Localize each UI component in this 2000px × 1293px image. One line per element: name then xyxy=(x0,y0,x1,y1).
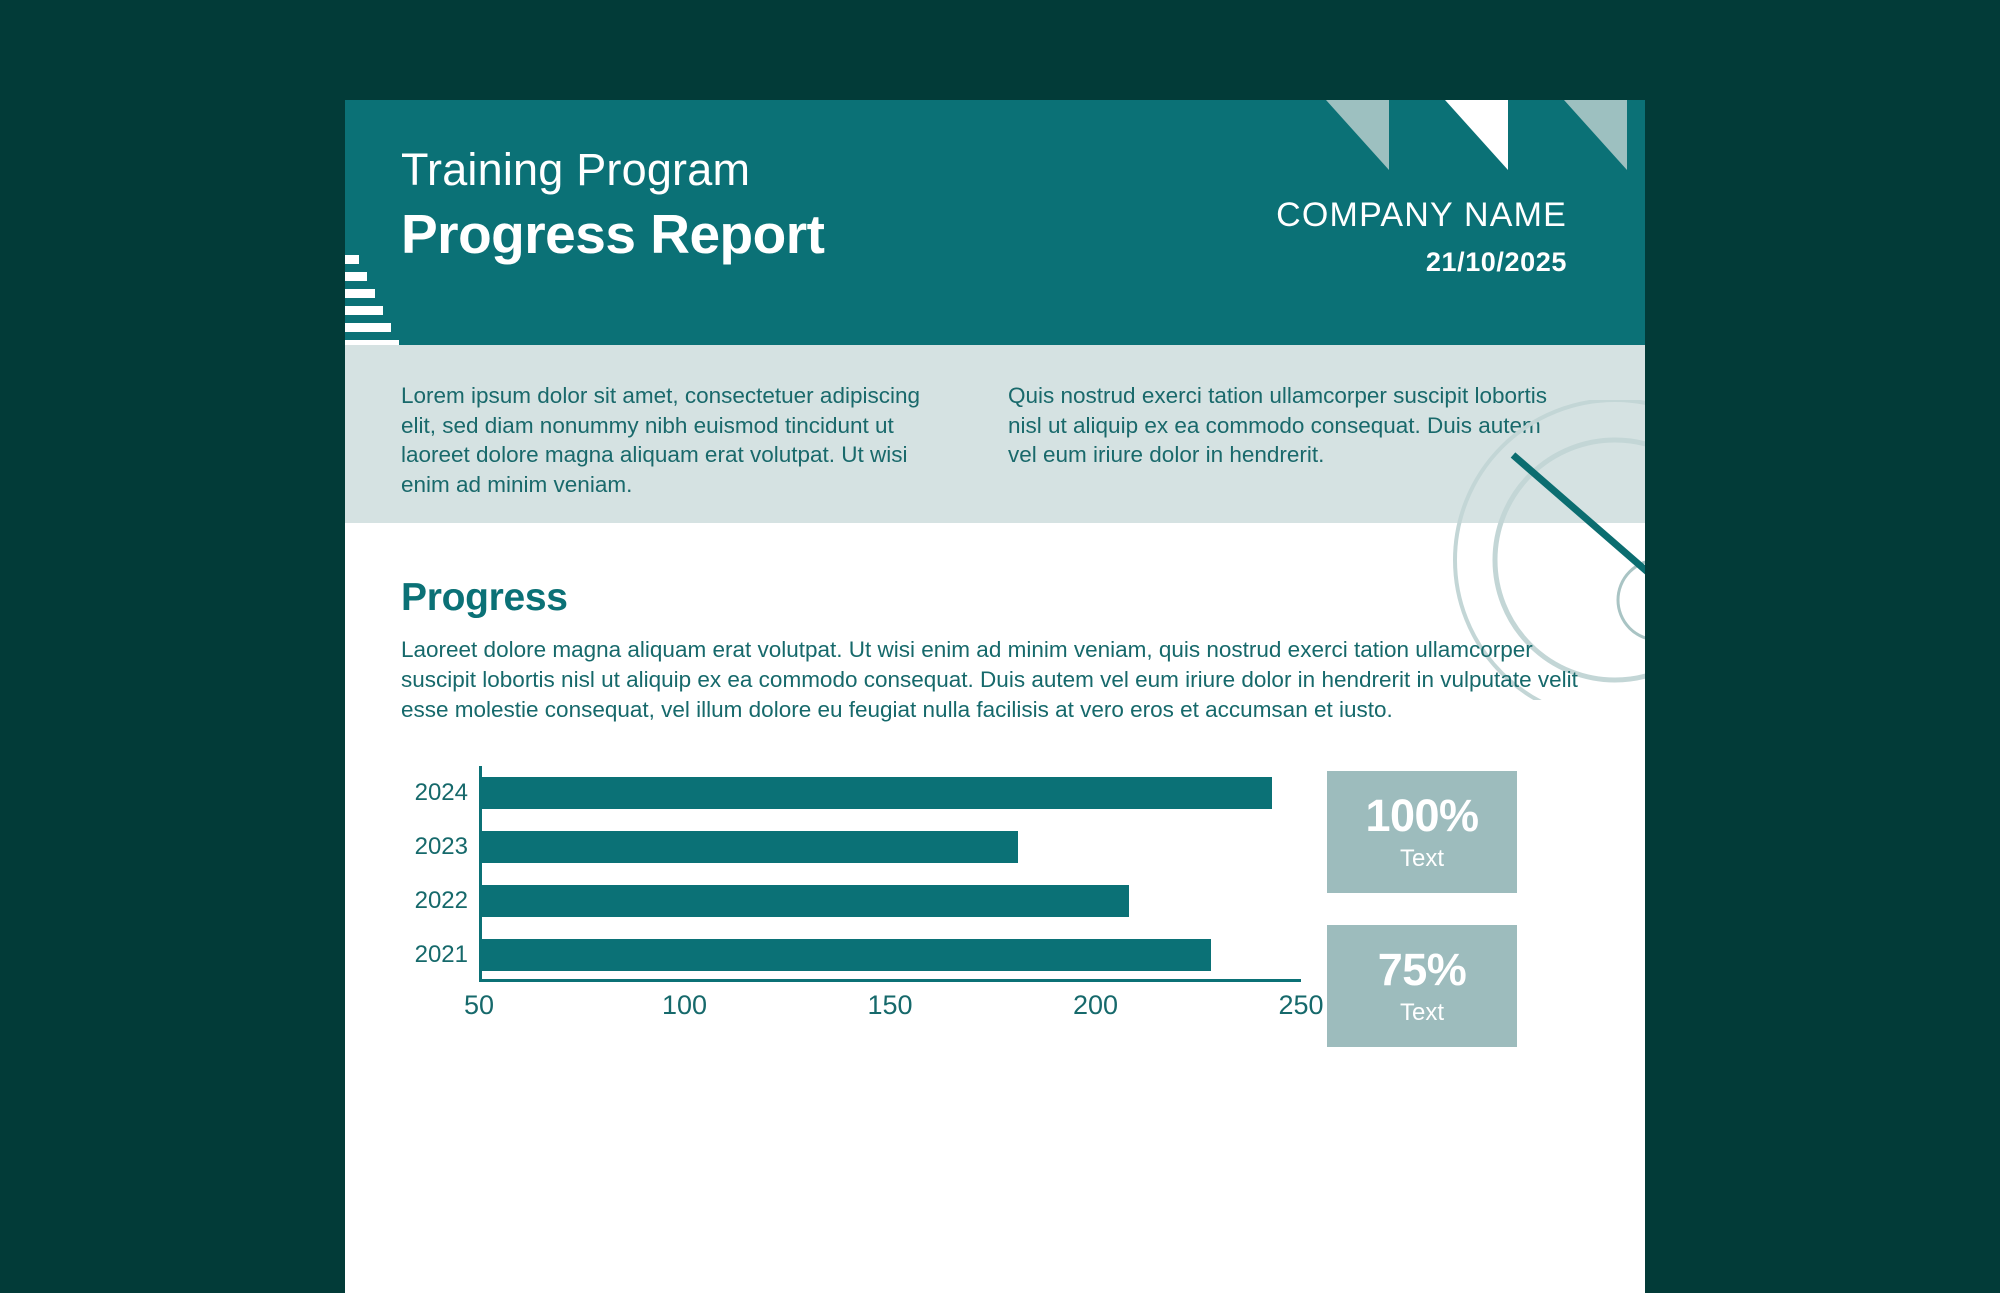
page-title: Progress Report xyxy=(401,203,825,265)
chart-x-tick: 100 xyxy=(661,990,708,1020)
chart-bar-row: 2024 xyxy=(415,777,1273,809)
header-stripe xyxy=(345,306,383,315)
intro-paragraph-left: Lorem ipsum dolor sit amet, consectetuer… xyxy=(401,383,920,498)
chart-bar xyxy=(482,939,1211,971)
chart-category-label: 2023 xyxy=(414,833,468,860)
chart-category-label: 2021 xyxy=(414,941,468,968)
header-triangle-3-icon xyxy=(1564,100,1627,170)
chart-bar-row: 2023 xyxy=(415,831,1019,863)
stat-box-1: 100% Text xyxy=(1327,771,1517,893)
header-stripe xyxy=(345,272,367,281)
chart-plot-area: 2024 2023 2022 2021 50 100 150 200 250 xyxy=(415,766,1324,1020)
report-page: Training Program Progress Report COMPANY… xyxy=(345,100,1645,1293)
intro-band: Lorem ipsum dolor sit amet, consectetuer… xyxy=(345,345,1645,523)
chart-bar xyxy=(482,777,1273,809)
header-triangle-1-icon xyxy=(1326,100,1389,170)
company-name: COMPANY NAME xyxy=(1276,196,1567,234)
header-stripe xyxy=(345,323,391,332)
stat-box-1-value: 100% xyxy=(1365,790,1479,841)
chart-bar xyxy=(482,885,1129,917)
header-stripe xyxy=(345,289,375,298)
chart-x-tick: 250 xyxy=(1278,990,1324,1020)
header-meta-group: COMPANY NAME 21/10/2025 xyxy=(1276,198,1567,276)
header-kicker: Training Program xyxy=(401,144,751,195)
chart-category-label: 2024 xyxy=(414,779,468,806)
stat-box-2-value: 75% xyxy=(1377,944,1467,995)
header-title-group: Training Program Progress Report xyxy=(401,144,825,265)
stat-box-2-label: Text xyxy=(1399,999,1444,1026)
chart-x-tick: 150 xyxy=(867,990,913,1020)
chart-x-tick: 200 xyxy=(1072,990,1119,1020)
intro-paragraph-right: Quis nostrud exerci tation ullamcorper s… xyxy=(1008,383,1547,468)
chart-x-axis xyxy=(479,979,1301,982)
chart-bar xyxy=(482,831,1019,863)
stat-box-2: 75% Text xyxy=(1327,925,1517,1047)
progress-description: Laoreet dolore magna aliquam erat volutp… xyxy=(401,637,1578,723)
chart-x-tick: 50 xyxy=(463,990,495,1020)
header-stripe xyxy=(345,255,359,264)
header-triangle-2-icon xyxy=(1445,100,1508,170)
stat-box-1-label: Text xyxy=(1399,845,1444,872)
progress-bar-chart: 2024 2023 2022 2021 50 100 150 200 250 xyxy=(401,766,1324,1021)
report-date: 21/10/2025 xyxy=(1425,247,1567,277)
chart-bar-row: 2021 xyxy=(415,939,1211,971)
header-stripe xyxy=(345,340,399,345)
header-stripes-decoration xyxy=(345,255,407,345)
chart-category-label: 2022 xyxy=(414,887,468,914)
section-title-progress: Progress xyxy=(401,576,568,619)
page-header: Training Program Progress Report COMPANY… xyxy=(345,100,1645,345)
chart-bar-row: 2022 xyxy=(415,885,1129,917)
chart-y-axis xyxy=(479,766,482,982)
